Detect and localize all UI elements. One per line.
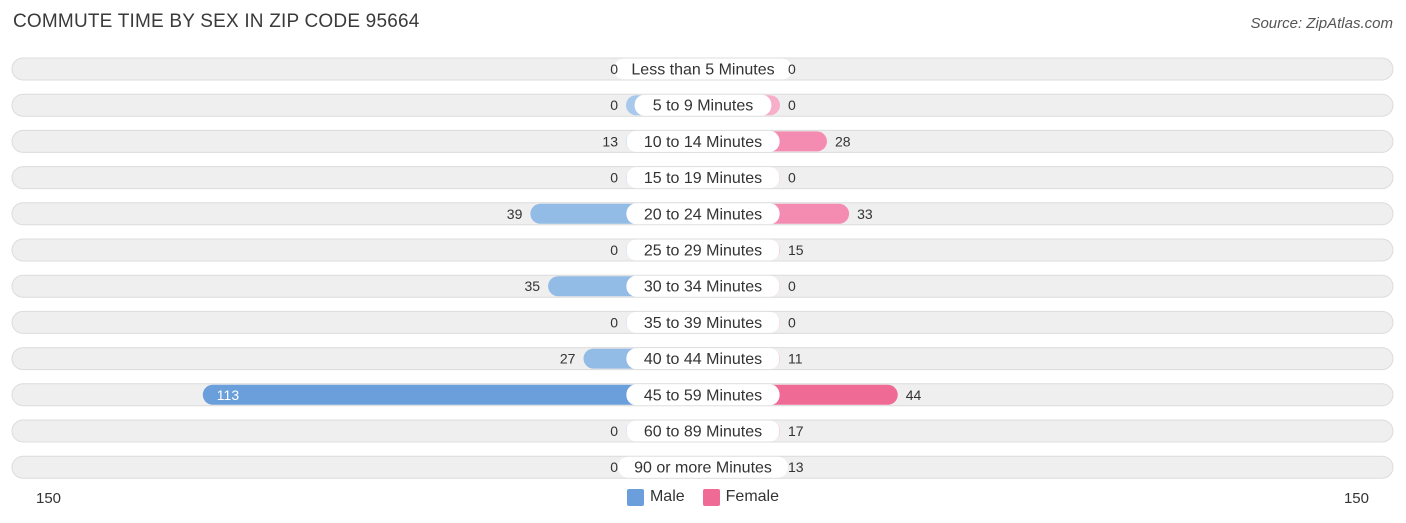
category-label: 35 to 39 Minutes: [644, 315, 762, 332]
legend-swatch-male: [626, 488, 644, 506]
legend-item-female: Female: [702, 488, 780, 506]
category-label: 30 to 34 Minutes: [644, 279, 762, 296]
category-label: 90 or more Minutes: [634, 460, 772, 477]
category-label: 20 to 24 Minutes: [644, 206, 762, 223]
legend-label-female: Female: [725, 488, 780, 505]
male-value-label: 0: [610, 61, 618, 77]
legend-swatch-female: [702, 488, 720, 506]
category-label: 45 to 59 Minutes: [644, 387, 762, 404]
female-value-label: 0: [788, 61, 796, 77]
category-label-bg: [618, 456, 788, 478]
female-value-label: 17: [788, 423, 804, 439]
female-value-label: 44: [906, 387, 922, 403]
category-label-bg: [634, 94, 772, 116]
female-value-label: 0: [788, 314, 796, 330]
female-value-label: 13: [788, 459, 804, 475]
category-label: 10 to 14 Minutes: [644, 134, 762, 151]
legend-label-male: Male: [649, 488, 685, 505]
category-label-bg: [626, 130, 780, 152]
male-value-label: 0: [610, 459, 618, 475]
source-label: Source: ZipAtlas.com: [1250, 15, 1393, 32]
axis-right-label: 150: [1343, 490, 1369, 507]
category-label-bg: [626, 275, 780, 297]
category-label-bg: [626, 203, 780, 225]
male-value-label: 0: [610, 314, 618, 330]
male-value-label: 35: [524, 278, 540, 294]
female-value-label: 15: [788, 242, 804, 258]
male-value-label: 39: [507, 206, 523, 222]
legend: Male Female: [0, 488, 1406, 506]
male-value-label: 113: [217, 387, 240, 403]
category-label-bg: [626, 167, 780, 189]
male-value-label: 0: [610, 97, 618, 113]
category-label: 60 to 89 Minutes: [644, 424, 762, 441]
category-label-bg: [626, 420, 780, 442]
category-label-bg: [614, 58, 792, 80]
axis-left-label: 150: [36, 490, 62, 507]
female-value-label: 0: [788, 97, 796, 113]
category-label: 25 to 29 Minutes: [644, 243, 762, 260]
female-value-label: 33: [857, 206, 873, 222]
male-value-label: 13: [602, 133, 618, 149]
category-label-bg: [626, 311, 780, 333]
category-label-bg: [626, 384, 780, 406]
male-value-label: 0: [610, 242, 618, 258]
chart-title: COMMUTE TIME BY SEX IN ZIP CODE 95664: [13, 11, 420, 32]
category-label-bg: [626, 348, 780, 370]
category-label: 5 to 9 Minutes: [653, 98, 754, 115]
category-label: Less than 5 Minutes: [631, 62, 774, 79]
female-value-label: 0: [788, 170, 796, 186]
female-value-label: 11: [788, 351, 803, 367]
female-value-label: 28: [835, 133, 851, 149]
legend-item-male: Male: [626, 488, 685, 506]
category-label: 15 to 19 Minutes: [644, 170, 762, 187]
male-bar: [202, 384, 703, 405]
category-label-bg: [626, 239, 780, 261]
male-value-label: 27: [560, 351, 576, 367]
category-label: 40 to 44 Minutes: [644, 351, 762, 368]
female-value-label: 0: [788, 278, 796, 294]
male-value-label: 0: [610, 423, 618, 439]
male-value-label: 0: [610, 170, 618, 186]
